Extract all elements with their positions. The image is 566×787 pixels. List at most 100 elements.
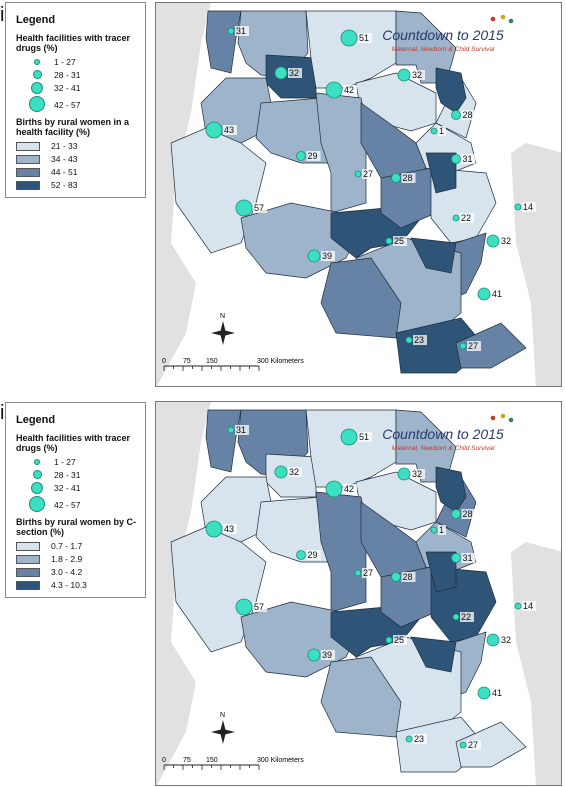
facility-marker-3 xyxy=(325,81,343,99)
logo-figure-0 xyxy=(490,415,496,421)
legend-swatch-3 xyxy=(16,581,40,590)
legend-births-title: Births by rural women by C-section (%) xyxy=(16,517,137,537)
legend-swatch-1 xyxy=(16,155,40,164)
legend-births-title: Births by rural women in a health facili… xyxy=(16,117,130,137)
facility-marker-5 xyxy=(451,110,461,120)
legend-dot-3 xyxy=(29,96,45,112)
facility-label-17: 39 xyxy=(322,251,332,261)
facility-label-18: 41 xyxy=(492,289,502,299)
facility-marker-11 xyxy=(451,154,461,164)
facility-label-2: 32 xyxy=(289,467,299,477)
facility-label-9: 27 xyxy=(363,169,373,179)
facility-label-8: 29 xyxy=(308,151,318,161)
legend-facility-class-2: 32 - 41 xyxy=(54,483,81,493)
facility-label-7: 43 xyxy=(224,524,234,534)
facility-label-15: 25 xyxy=(394,635,404,645)
facility-marker-9 xyxy=(354,569,362,577)
map-frame-ii: 31 51 32 42 32 28 1 43 29 27 28 31 57 22 14 25 32 39 41 23 2… xyxy=(155,401,562,786)
region-16 xyxy=(380,167,437,229)
panel-i-label: i xyxy=(0,4,5,26)
scale-tick-label-2: 150 xyxy=(206,757,218,764)
facility-label-2: 32 xyxy=(289,68,299,78)
legend-births-class-3: 4.3 - 10.3 xyxy=(51,580,87,590)
region-21 xyxy=(425,152,457,194)
facility-marker-2 xyxy=(274,465,288,479)
facility-label-14: 14 xyxy=(523,601,533,611)
facility-marker-19 xyxy=(405,336,413,344)
legend-facility-title: Health facilities with tracer drugs (%) xyxy=(16,433,131,453)
facility-marker-15 xyxy=(385,237,393,245)
facility-label-6: 1 xyxy=(439,525,444,535)
facility-marker-13 xyxy=(452,214,460,222)
facility-label-6: 1 xyxy=(439,126,444,136)
legend-swatch-3 xyxy=(16,181,40,190)
facility-marker-2 xyxy=(274,66,288,80)
facility-marker-20 xyxy=(459,741,467,749)
scale-tick-label-1: 75 xyxy=(183,757,191,764)
facility-marker-1 xyxy=(340,29,358,47)
legend-facility-class-1: 28 - 31 xyxy=(54,470,81,480)
neighbor-land-west xyxy=(156,402,211,785)
legend-births-class-1: 1.8 - 2.9 xyxy=(51,554,83,564)
region-0 xyxy=(205,10,242,74)
logo-subtitle: Maternal, Newborn & Child Survival xyxy=(392,46,495,53)
facility-label-20: 27 xyxy=(468,341,478,351)
north-arrow-icon xyxy=(211,321,235,345)
legend-births-class-3: 52 - 83 xyxy=(51,180,78,190)
facility-label-12: 57 xyxy=(254,203,264,213)
facility-label-0: 31 xyxy=(236,425,246,435)
legend-facility-class-1: 28 - 31 xyxy=(54,70,81,80)
map-svg-i: 31 51 32 42 32 28 1 43 29 27 28 31 57 22 14 25 32 39 41 23 2… xyxy=(156,3,561,386)
facility-marker-13 xyxy=(452,613,460,621)
facility-marker-19 xyxy=(405,735,413,743)
facility-marker-11 xyxy=(451,553,461,563)
scale-tick-label-3: 300 Kilometers xyxy=(257,757,304,764)
legend-panel-i: Legend Health facilities with tracer dru… xyxy=(5,2,146,198)
neighbor-land-west xyxy=(156,3,211,386)
facility-marker-20 xyxy=(459,342,467,350)
legend-facility-title: Health facilities with tracer drugs (%) xyxy=(16,33,131,53)
facility-label-13: 22 xyxy=(461,612,471,622)
facility-label-11: 31 xyxy=(463,553,473,563)
legend-births-class-0: 21 - 33 xyxy=(51,141,78,151)
facility-label-4: 32 xyxy=(412,70,422,80)
facility-label-19: 23 xyxy=(414,734,424,744)
legend-facility-class-0: 1 - 27 xyxy=(54,57,76,67)
legend-title: Legend xyxy=(16,414,56,426)
facility-label-20: 27 xyxy=(468,740,478,750)
legend-facility-class-0: 1 - 27 xyxy=(54,457,76,467)
legend-births-class-2: 3.0 - 4.2 xyxy=(51,567,83,577)
logo-figure-1 xyxy=(500,14,506,20)
facility-marker-7 xyxy=(205,121,223,139)
facility-label-1: 51 xyxy=(359,432,369,442)
facility-label-19: 23 xyxy=(414,335,424,345)
facility-label-10: 28 xyxy=(403,572,413,582)
facility-marker-4 xyxy=(397,68,411,82)
map-svg-ii: 31 51 32 42 32 28 1 43 29 27 28 31 57 22 14 25 32 39 41 23 2… xyxy=(156,402,561,785)
region-11 xyxy=(315,491,367,613)
facility-label-13: 22 xyxy=(461,213,471,223)
facility-marker-16 xyxy=(486,234,500,248)
facility-marker-15 xyxy=(385,636,393,644)
legend-births-class-1: 34 - 43 xyxy=(51,154,78,164)
region-4 xyxy=(395,409,457,483)
scale-tick-label-0: 0 xyxy=(162,757,166,764)
facility-marker-10 xyxy=(391,173,401,183)
facility-marker-6 xyxy=(430,127,438,135)
scale-tick-label-0: 0 xyxy=(162,358,166,365)
facility-marker-1 xyxy=(340,428,358,446)
facility-label-14: 14 xyxy=(523,202,533,212)
region-22 xyxy=(320,257,402,339)
facility-label-17: 39 xyxy=(322,650,332,660)
legend-title: Legend xyxy=(16,14,56,26)
facility-marker-14 xyxy=(514,203,522,211)
region-24 xyxy=(455,721,527,768)
legend-births-class-2: 44 - 51 xyxy=(51,167,78,177)
facility-label-8: 29 xyxy=(308,550,318,560)
legend-dot-1 xyxy=(33,470,42,479)
region-0 xyxy=(205,409,242,473)
facility-marker-12 xyxy=(235,598,253,616)
scale-tick-label-3: 300 Kilometers xyxy=(257,358,304,365)
facility-marker-8 xyxy=(296,550,306,560)
logo-figure-2 xyxy=(508,417,514,423)
